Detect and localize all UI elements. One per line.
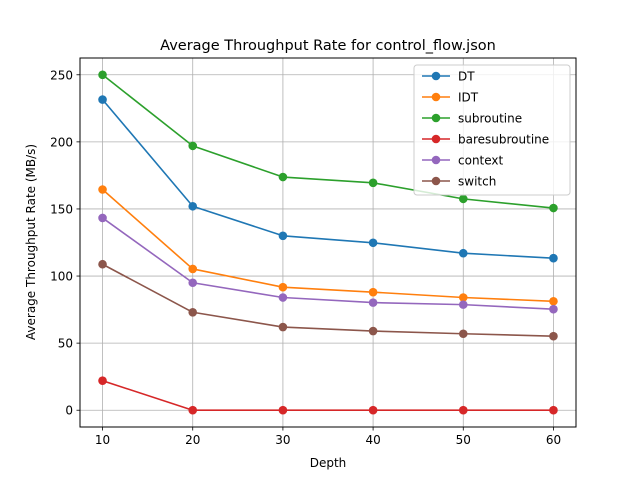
legend-label: baresubroutine bbox=[458, 133, 549, 147]
y-tick-label: 250 bbox=[50, 68, 73, 82]
data-point-subroutine bbox=[458, 194, 468, 204]
series-line-subroutine bbox=[102, 74, 554, 209]
legend-label: context bbox=[458, 154, 504, 168]
data-point-baresubroutine bbox=[368, 405, 378, 415]
data-point-switch bbox=[188, 307, 198, 317]
data-point-switch bbox=[549, 331, 558, 341]
legend-box bbox=[413, 64, 571, 196]
data-point-idt bbox=[549, 296, 558, 306]
legend-label: switch bbox=[458, 175, 496, 189]
series-subroutine bbox=[98, 70, 558, 213]
series-context bbox=[98, 213, 558, 314]
legend-item-dt: DT bbox=[422, 70, 475, 84]
data-point-dt bbox=[98, 95, 107, 104]
legend-marker bbox=[431, 92, 441, 102]
data-point-switch bbox=[368, 326, 378, 336]
data-point-subroutine bbox=[278, 172, 288, 182]
plot-frame bbox=[79, 57, 577, 428]
data-point-dt bbox=[278, 231, 288, 241]
data-point-context bbox=[458, 300, 468, 309]
x-tick-label: 40 bbox=[365, 433, 380, 447]
legend-marker bbox=[431, 71, 441, 81]
y-axis-label: Average Throughput Rate (MB/s) bbox=[24, 144, 38, 340]
legend-label: IDT bbox=[458, 91, 479, 105]
data-point-context bbox=[188, 278, 198, 288]
x-tick-label: 10 bbox=[95, 433, 110, 447]
data-point-idt bbox=[98, 185, 107, 194]
series-line-context bbox=[102, 217, 554, 310]
data-point-idt bbox=[458, 293, 468, 302]
data-point-switch bbox=[458, 329, 468, 339]
axis-ticks: 10 20 30 40 50 60 0 50 100 150 200 250 bbox=[50, 68, 561, 447]
data-point-subroutine bbox=[368, 178, 378, 188]
data-point-switch bbox=[278, 322, 288, 332]
y-tick-label: 100 bbox=[50, 270, 73, 284]
data-point-dt bbox=[549, 253, 558, 263]
x-tick-label: 20 bbox=[185, 433, 200, 447]
series-dt bbox=[98, 95, 558, 263]
series-idt bbox=[98, 185, 558, 306]
legend-label: DT bbox=[458, 70, 475, 84]
chart-title: Average Throughput Rate for control_flow… bbox=[160, 38, 496, 54]
y-tick-label: 0 bbox=[65, 404, 73, 418]
data-point-context bbox=[368, 298, 378, 307]
data-point-baresubroutine bbox=[549, 405, 558, 415]
data-point-baresubroutine bbox=[188, 405, 198, 415]
data-point-baresubroutine bbox=[98, 376, 107, 386]
legend-item-baresubroutine: baresubroutine bbox=[422, 133, 549, 147]
data-point-baresubroutine bbox=[278, 405, 288, 415]
x-tick-label: 50 bbox=[456, 433, 471, 447]
data-point-subroutine bbox=[188, 141, 198, 151]
series-line-dt bbox=[101, 99, 554, 259]
data-point-switch bbox=[98, 259, 107, 269]
legend-item-context: context bbox=[422, 154, 504, 168]
legend-marker bbox=[431, 176, 441, 186]
legend-item-subroutine: subroutine bbox=[422, 112, 522, 126]
series-line-switch bbox=[102, 263, 554, 337]
y-tick-label: 200 bbox=[50, 135, 73, 149]
legend: DT IDT subroutine baresubroutine context swit… bbox=[413, 64, 571, 196]
x-axis-label: Depth bbox=[310, 456, 347, 470]
data-point-subroutine bbox=[98, 70, 107, 80]
series-line-idt bbox=[102, 188, 554, 303]
x-tick-label: 30 bbox=[275, 433, 290, 447]
data-point-subroutine bbox=[549, 203, 558, 213]
legend-marker bbox=[431, 113, 441, 123]
data-point-context bbox=[278, 293, 288, 302]
y-tick-label: 50 bbox=[58, 337, 73, 351]
data-point-idt bbox=[368, 287, 378, 297]
series-line-baresubroutine bbox=[102, 379, 554, 412]
series-baresubroutine bbox=[98, 376, 558, 415]
series-switch bbox=[98, 259, 558, 341]
data-point-baresubroutine bbox=[458, 405, 468, 415]
legend-item-idt: IDT bbox=[422, 91, 479, 105]
data-point-dt bbox=[188, 201, 198, 211]
legend-item-switch: switch bbox=[422, 175, 496, 189]
legend-label: subroutine bbox=[458, 112, 522, 126]
series-lines bbox=[98, 70, 558, 415]
data-point-idt bbox=[188, 264, 198, 274]
data-point-context bbox=[549, 304, 558, 314]
data-point-context bbox=[98, 213, 107, 223]
data-point-idt bbox=[278, 282, 288, 292]
data-point-dt bbox=[458, 248, 468, 258]
y-tick-label: 150 bbox=[50, 202, 73, 216]
legend-marker bbox=[431, 134, 441, 144]
legend-marker bbox=[431, 155, 441, 165]
data-point-dt bbox=[368, 238, 378, 248]
x-tick-label: 60 bbox=[546, 433, 561, 447]
